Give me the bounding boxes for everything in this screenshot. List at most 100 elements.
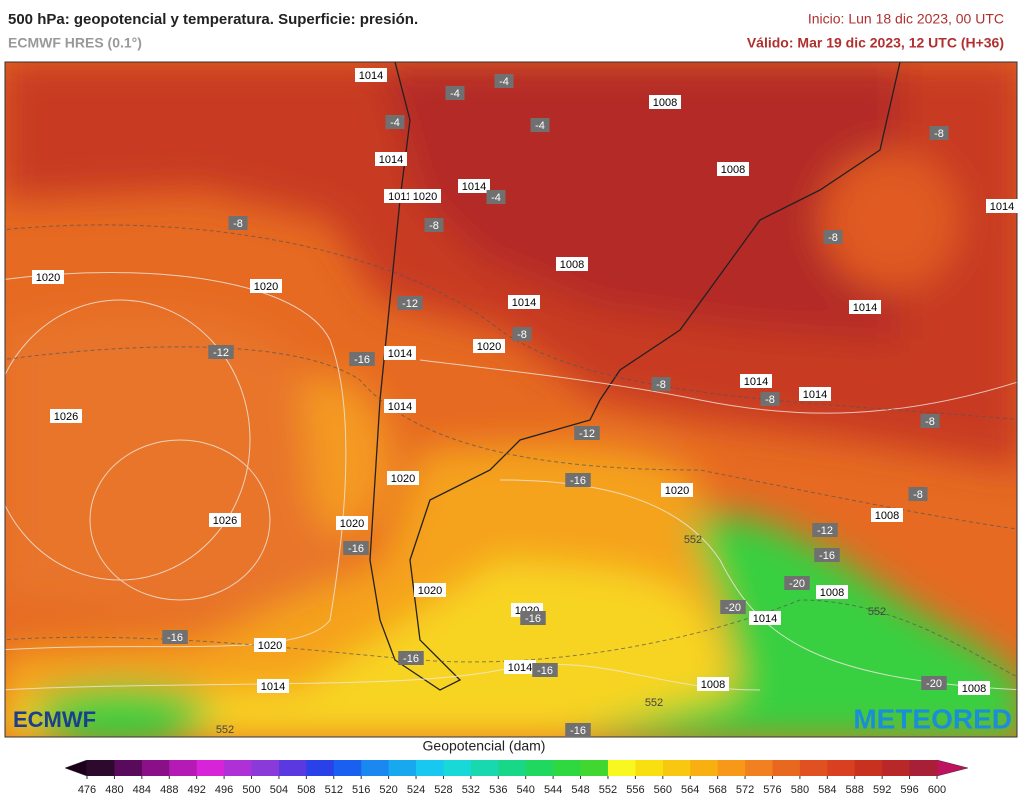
colorbar-segment — [114, 760, 143, 776]
isobar-label: 1026 — [54, 411, 78, 423]
temperature-label: -16 — [537, 665, 553, 677]
isobar-label-box — [508, 295, 540, 309]
isobar-label: 1008 — [721, 164, 745, 176]
temperature-label-box — [565, 473, 591, 487]
isobar-label-box — [740, 374, 772, 388]
temperature-label: -12 — [579, 428, 595, 440]
temperature-label-box — [397, 296, 423, 310]
temperature-label-box — [720, 600, 746, 614]
temperature-label-box — [921, 676, 947, 690]
isobar-label: 1014 — [744, 376, 768, 388]
isobar-label: 1020 — [418, 585, 442, 597]
colorbar-over — [936, 759, 969, 777]
temperature-label: -12 — [213, 347, 229, 359]
isobar-label: 1014 — [388, 348, 412, 360]
isobar-label: 1008 — [701, 679, 725, 691]
temperature-label-box — [651, 377, 671, 391]
colorbar-tick-label: 500 — [242, 784, 260, 796]
colorbar-tick-label: 476 — [78, 784, 96, 796]
temperature-label-box — [349, 352, 375, 366]
isobar-label-box — [384, 346, 416, 360]
temperature-label: -8 — [233, 218, 243, 230]
isobar-label-box — [387, 471, 419, 485]
temperature-label: -16 — [167, 632, 183, 644]
colorbar-tick-label: 580 — [791, 784, 809, 796]
colorbar-tick-label: 532 — [462, 784, 480, 796]
colorbar-segment — [882, 760, 911, 776]
isobar-label: 1014 — [512, 297, 536, 309]
temperature-label: -8 — [934, 128, 944, 140]
temperature-label-box — [385, 115, 405, 129]
temperature-label: -20 — [725, 602, 741, 614]
colorbar-tick-label: 484 — [133, 784, 151, 796]
colorbar-segment — [224, 760, 253, 776]
isobar-label-box — [504, 660, 536, 674]
isobar-label: 1020 — [254, 281, 278, 293]
colorbar-segment — [141, 760, 170, 776]
isobar-label: 1014 — [379, 154, 403, 166]
valid-time: Válido: Mar 19 dic 2023, 12 UTC (H+36) — [747, 35, 1004, 51]
isobar-label-box — [458, 179, 490, 193]
isobar-label: 1014 — [853, 302, 877, 314]
isobar-label: 1014 — [803, 389, 827, 401]
isobar-label-box — [254, 638, 286, 652]
colorbar-tick-label: 536 — [489, 784, 507, 796]
temperature-label: -4 — [450, 88, 460, 100]
colorbar-segment — [799, 760, 828, 776]
isobar-label-box — [32, 270, 64, 284]
temperature-label: -8 — [765, 394, 775, 406]
colorbar-segment — [690, 760, 719, 776]
temperature-label-box — [162, 630, 188, 644]
colorbar-segment — [553, 760, 582, 776]
isobar-label: 1020 — [477, 341, 501, 353]
colorbar-tick-label: 560 — [654, 784, 672, 796]
colorbar-tick-label: 508 — [297, 784, 315, 796]
colorbar-segment — [662, 760, 691, 776]
isobar-label-box — [414, 583, 446, 597]
isobar-label-box — [50, 409, 82, 423]
colorbar-tick-label: 548 — [571, 784, 589, 796]
field — [5, 62, 1017, 737]
temperature-label-box — [784, 576, 810, 590]
colorbar-segment — [361, 760, 390, 776]
isobar-label-box — [250, 279, 282, 293]
temperature-label: -8 — [656, 379, 666, 391]
colorbar-tick-label: 520 — [379, 784, 397, 796]
colorbar-segment — [580, 760, 609, 776]
temperature-label-box — [532, 663, 558, 677]
colorbar-segment — [745, 760, 773, 776]
map — [5, 62, 1017, 737]
temperature-label: -16 — [348, 543, 364, 555]
isobar-label: 1008 — [875, 510, 899, 522]
start-time: Inicio: Lun 18 dic 2023, 00 UTC — [808, 11, 1004, 27]
temperature-label: -16 — [403, 653, 419, 665]
colorbar-tick-label: 588 — [846, 784, 864, 796]
isobar-label: 1011 — [388, 191, 412, 203]
colorbar-segment — [443, 760, 472, 776]
temperature-label-box — [343, 541, 369, 555]
temperature-label: -12 — [402, 298, 418, 310]
colorbar-tick-label: 528 — [434, 784, 452, 796]
isobar-label: 1014 — [508, 662, 532, 674]
temperature-label: -8 — [913, 489, 923, 501]
colorbar-tick-label: 504 — [270, 784, 288, 796]
colorbar-tick-label: 572 — [736, 784, 754, 796]
isobar-label-box — [799, 387, 831, 401]
colorbar-segment — [306, 760, 335, 776]
isobar-label: 1008 — [560, 259, 584, 271]
temperature-label-box — [812, 523, 838, 537]
colorbar-tick-label: 600 — [928, 784, 946, 796]
contour-label: 552 — [216, 724, 234, 736]
temperature-label: -8 — [925, 416, 935, 428]
colorbar-segment — [416, 760, 444, 776]
temperature-label: -8 — [429, 220, 439, 232]
isobar-label-box — [336, 516, 368, 530]
contour-label: 552 — [645, 697, 663, 709]
isobar-label: 1014 — [990, 201, 1014, 213]
colorbar-segment — [470, 760, 499, 776]
colorbar-segment — [607, 760, 636, 776]
temperature-label-box — [574, 426, 600, 440]
colorbar-segment — [827, 760, 856, 776]
temperature-label: -4 — [535, 120, 545, 132]
